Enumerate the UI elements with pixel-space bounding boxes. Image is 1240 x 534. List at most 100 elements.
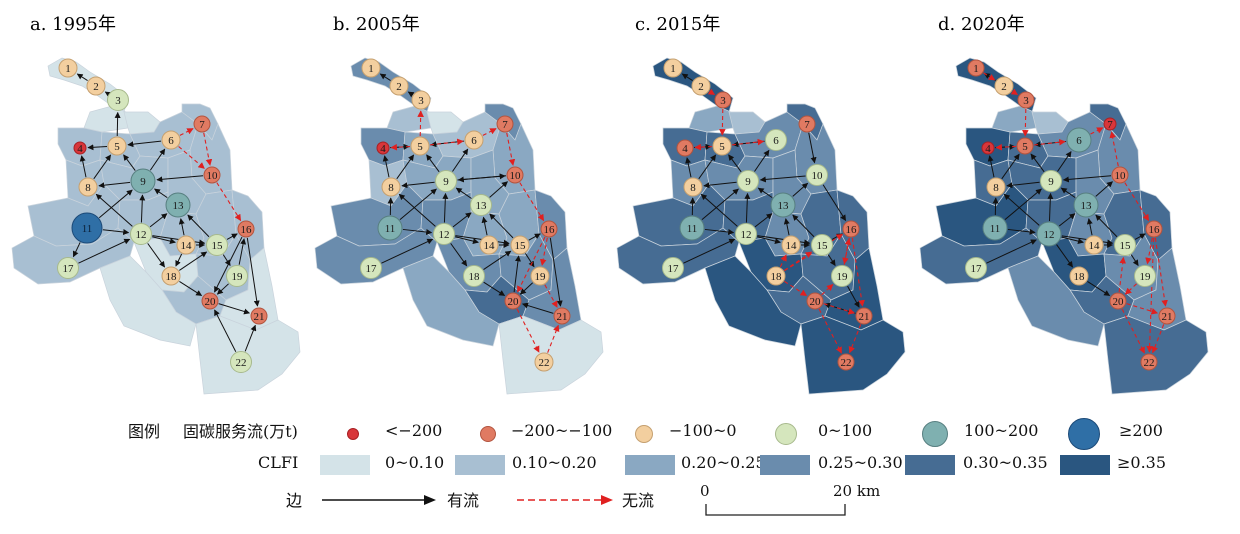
node-16 <box>237 220 255 238</box>
node-21 <box>250 307 268 325</box>
flow-edge-6 <box>127 140 162 148</box>
legend-clfi-swatch-5 <box>905 455 955 475</box>
node-1 <box>967 59 985 77</box>
node-label-6: 6 <box>773 135 779 147</box>
noflow-edge-9 <box>1145 237 1153 265</box>
flow-edge-16 <box>986 239 1037 264</box>
flow-edge-36 <box>78 238 131 264</box>
edges <box>983 72 1168 354</box>
node-label-2: 2 <box>698 81 704 93</box>
noflow-edge-8 <box>818 308 842 354</box>
noflow-edge-15 <box>843 238 852 265</box>
flow-edge-13 <box>154 188 168 199</box>
node-20 <box>806 292 824 310</box>
node-15 <box>1114 234 1136 256</box>
noflow-edge-12 <box>848 324 862 354</box>
noflow-edge-3 <box>216 182 242 222</box>
flow-edge-8 <box>93 154 112 180</box>
node-label-5: 5 <box>114 141 120 153</box>
node-label-3: 3 <box>418 95 424 107</box>
legend-clfi-label: CLFI <box>258 453 299 472</box>
flow-edge-12 <box>455 187 472 199</box>
node-21 <box>1158 307 1176 325</box>
node-2 <box>691 76 711 96</box>
flow-edge-10 <box>701 188 739 221</box>
node-label-21: 21 <box>1162 311 1173 323</box>
node-5 <box>712 136 732 156</box>
flow-edge-18 <box>683 238 736 264</box>
node-10 <box>806 164 828 186</box>
legend-flow-class-6: ≥200 <box>1119 421 1163 440</box>
scale-bar <box>705 504 846 516</box>
flow-edge-11 <box>757 187 773 199</box>
node-21 <box>553 307 571 325</box>
noflow-edge-5 <box>1033 138 1066 146</box>
noflow-edge-7 <box>784 280 808 297</box>
noflow-edge-2 <box>719 108 726 136</box>
flow-edge-4 <box>1001 153 1020 180</box>
node-label-22: 22 <box>1144 357 1155 369</box>
flow-edge-22 <box>1087 280 1111 297</box>
node-label-14: 14 <box>786 240 798 252</box>
noflow-edge-3 <box>694 143 713 151</box>
flow-edge-31 <box>549 237 563 307</box>
noflow-edge-8 <box>516 236 546 293</box>
flow-edge-5 <box>728 154 742 173</box>
flow-edge-30 <box>521 302 554 314</box>
node-11 <box>71 212 103 244</box>
node-11 <box>679 215 705 241</box>
flow-edge-12 <box>744 192 751 223</box>
legend-edge-noflow: 无流 <box>622 491 655 510</box>
node-label-14: 14 <box>181 240 193 252</box>
node-4 <box>73 141 87 155</box>
node-13 <box>1073 192 1099 218</box>
noflow-edge-14 <box>784 233 844 272</box>
legend-dot-minus200-minus100 <box>480 426 496 442</box>
flow-edge-11 <box>95 193 133 227</box>
flow-edge-10 <box>98 181 131 189</box>
node-14 <box>781 235 801 255</box>
flow-edge-4 <box>87 144 108 151</box>
node-7 <box>1103 117 1117 131</box>
node-label-8: 8 <box>993 182 999 194</box>
flow-edge-8 <box>703 181 737 189</box>
node-label-15: 15 <box>212 240 224 252</box>
flow-edge-14 <box>754 213 773 228</box>
node-8 <box>986 177 1006 197</box>
node-label-3: 3 <box>115 95 121 107</box>
noflow-edge-16 <box>1146 237 1155 353</box>
node-label-11: 11 <box>687 223 698 235</box>
regions <box>616 57 906 395</box>
flow-edge-21 <box>1056 244 1074 268</box>
flow-edge-5 <box>1057 151 1072 172</box>
noflow-edge-11 <box>429 138 464 146</box>
node-label-10: 10 <box>1115 170 1127 182</box>
noflow-edge-4 <box>731 138 765 146</box>
node-label-20: 20 <box>1113 296 1125 308</box>
flow-edge-23 <box>827 254 836 267</box>
noflow-edge-14 <box>1121 308 1145 354</box>
node-label-4: 4 <box>380 143 386 155</box>
region-2 <box>386 105 432 133</box>
node-2 <box>389 76 409 96</box>
flow-edge-14 <box>139 194 146 223</box>
regions <box>919 57 1209 395</box>
noflow-edge-13 <box>1151 324 1165 354</box>
node-label-10: 10 <box>510 170 522 182</box>
legend-clfi-swatch-3 <box>625 455 675 475</box>
flow-edge-8 <box>1004 188 1042 221</box>
node-18 <box>161 266 181 286</box>
node-15 <box>206 234 228 256</box>
flow-edge-7 <box>123 154 136 171</box>
node-label-8: 8 <box>85 182 91 194</box>
noflow-edge-10 <box>851 237 865 307</box>
region-17 <box>919 227 1043 285</box>
noflow-edge-9 <box>823 303 856 315</box>
region-22 <box>99 255 197 347</box>
legend-clfi-swatch-1 <box>320 455 370 475</box>
region-23 <box>498 315 604 395</box>
flow-edge-27 <box>1134 233 1146 240</box>
noflow-edge-10 <box>1124 283 1137 295</box>
flow-edge-25 <box>525 253 535 268</box>
